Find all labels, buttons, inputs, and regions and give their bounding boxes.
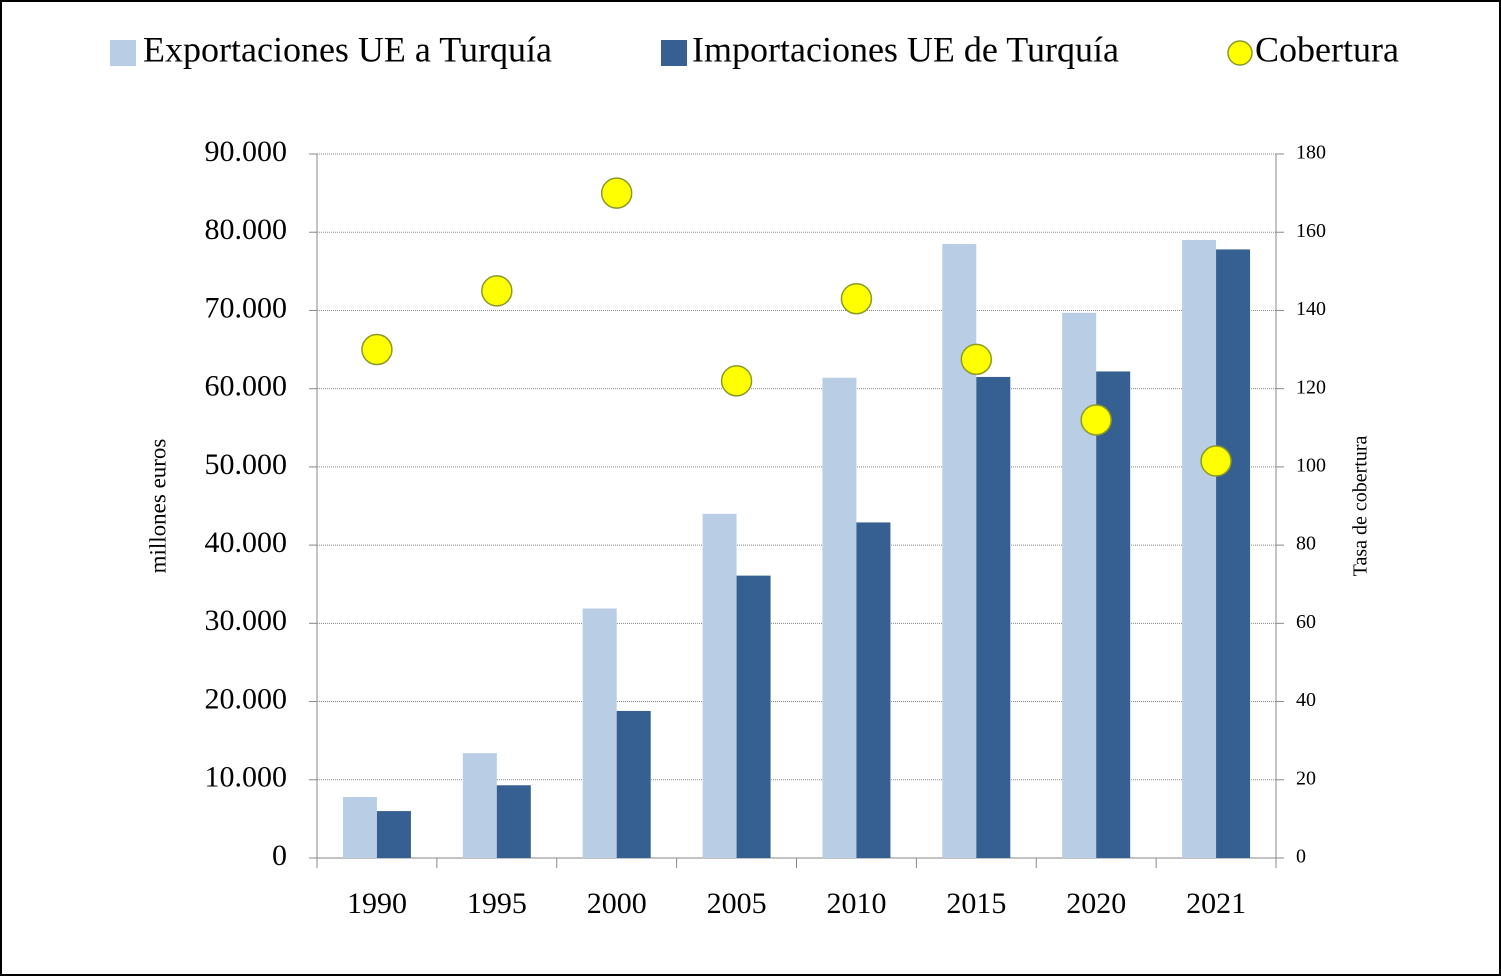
y-axis-title: millones euros xyxy=(145,439,170,574)
y2-tick-label: 120 xyxy=(1296,376,1326,398)
y-tick-label: 0 xyxy=(272,839,287,872)
y2-tick-label: 20 xyxy=(1296,767,1316,789)
y-tick-label: 20.000 xyxy=(205,682,288,715)
point xyxy=(361,333,393,366)
y-tick-label: 30.000 xyxy=(205,604,288,637)
point xyxy=(720,365,753,397)
bar xyxy=(1096,371,1131,858)
point xyxy=(840,282,873,315)
legend-swatch xyxy=(110,40,136,66)
y-tick-label: 70.000 xyxy=(205,291,288,324)
bar xyxy=(1182,240,1217,859)
y2-tick-label: 0 xyxy=(1296,846,1306,868)
bar xyxy=(1062,312,1097,858)
point xyxy=(1200,445,1232,477)
x-tick-label: 1995 xyxy=(467,887,527,920)
point xyxy=(481,275,513,307)
bar xyxy=(496,785,531,858)
y2-tick-label: 40 xyxy=(1296,689,1316,711)
legend-label: Exportaciones UE a Turquía xyxy=(143,29,552,69)
y2-tick-label: 100 xyxy=(1296,454,1326,476)
bar xyxy=(822,377,857,858)
legend-swatch xyxy=(1227,40,1253,66)
legend-label: Importaciones UE de Turquía xyxy=(692,29,1119,69)
bar xyxy=(582,608,617,858)
x-tick-label: 2020 xyxy=(1066,887,1126,920)
y2-tick-label: 80 xyxy=(1296,533,1316,555)
x-tick-label: 2015 xyxy=(946,887,1006,920)
bar xyxy=(736,575,771,858)
bar xyxy=(376,811,411,858)
y2-tick-label: 160 xyxy=(1296,220,1326,242)
x-tick-label: 2000 xyxy=(587,887,647,920)
y-tick-label: 80.000 xyxy=(205,213,288,246)
bar xyxy=(702,513,737,858)
y2-tick-label: 60 xyxy=(1296,611,1316,633)
bar xyxy=(462,753,497,858)
bar xyxy=(856,522,891,858)
bar xyxy=(942,243,977,858)
y-tick-label: 90.000 xyxy=(205,135,288,168)
x-tick-label: 2010 xyxy=(826,887,886,920)
bar xyxy=(616,710,651,858)
x-tick-label: 2021 xyxy=(1186,887,1246,920)
y2-axis-title: Tasa de cobertura xyxy=(1350,436,1372,577)
bar xyxy=(342,796,377,858)
legend-swatch xyxy=(661,40,687,66)
x-tick-label: 2005 xyxy=(707,887,767,920)
y2-tick-label: 180 xyxy=(1296,142,1326,164)
y2-tick-label: 140 xyxy=(1296,298,1326,320)
point xyxy=(600,177,633,209)
bar xyxy=(976,376,1011,858)
y-tick-label: 50.000 xyxy=(205,448,288,481)
x-tick-label: 1990 xyxy=(347,887,407,920)
point xyxy=(1080,404,1112,436)
legend-label: Cobertura xyxy=(1255,29,1399,69)
point xyxy=(960,343,993,376)
y-tick-label: 40.000 xyxy=(205,526,288,559)
bar xyxy=(1216,249,1251,859)
y-tick-label: 10.000 xyxy=(205,761,288,794)
y-tick-label: 60.000 xyxy=(205,370,288,403)
